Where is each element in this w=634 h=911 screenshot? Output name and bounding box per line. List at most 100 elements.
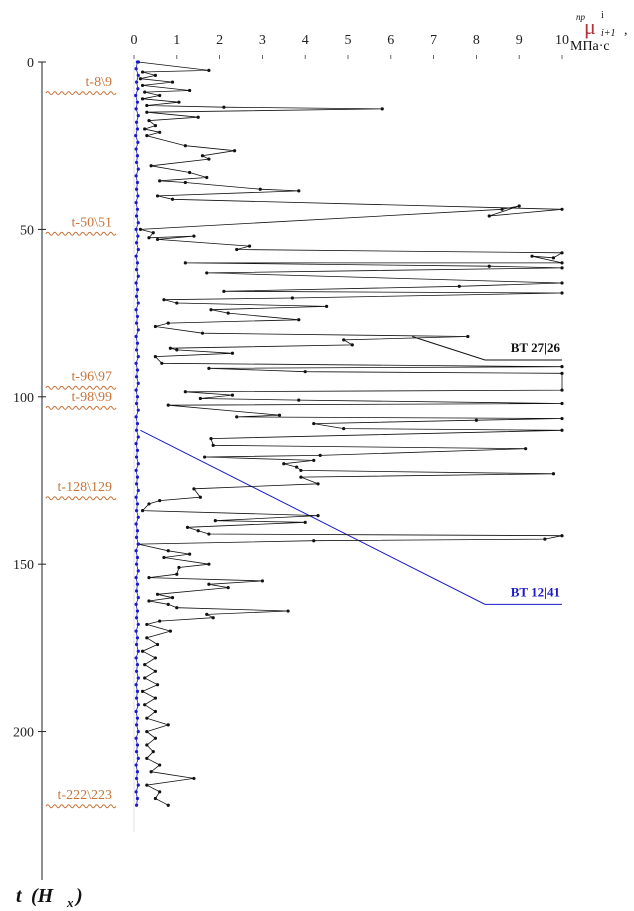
data-point (135, 475, 140, 479)
data-point (500, 207, 504, 211)
data-point (145, 636, 149, 640)
data-point (258, 187, 262, 191)
y-title-sub: (H (31, 885, 55, 907)
data-point (134, 589, 139, 593)
data-point (153, 73, 157, 77)
data-point (560, 534, 564, 538)
data-point (299, 468, 303, 473)
data-point (134, 321, 139, 325)
data-point (135, 743, 140, 747)
data-point (230, 393, 235, 397)
data-point (560, 365, 564, 369)
data-point (136, 140, 140, 144)
data-point (153, 796, 157, 801)
data-point (136, 408, 140, 412)
x-tick-label: 1 (173, 33, 180, 48)
event-label: t-128\129 (58, 480, 112, 495)
data-point (136, 596, 140, 600)
data-point (135, 796, 140, 801)
event-marker (45, 91, 117, 96)
data-point (147, 118, 151, 123)
y-axis-title: t (H x ) (16, 885, 83, 910)
data-point (213, 519, 217, 523)
data-point (143, 90, 147, 94)
data-point (153, 696, 157, 700)
data-point (170, 596, 175, 600)
data-point (235, 415, 239, 419)
data-point (135, 127, 140, 131)
data-point (145, 134, 149, 138)
data-point (134, 803, 139, 807)
event-label: t-222\223 (58, 788, 112, 803)
data-point (153, 124, 157, 128)
callout-line (140, 429, 562, 605)
y-title-main: t (16, 885, 23, 907)
data-point (134, 241, 139, 245)
data-point (135, 314, 140, 319)
data-point (135, 609, 140, 613)
data-point (134, 709, 138, 714)
data-point (560, 416, 564, 421)
data-point (551, 256, 556, 260)
data-point (175, 301, 179, 305)
data-point (286, 609, 290, 613)
callout-label: BT 12|41 (511, 584, 560, 599)
data-point (136, 87, 140, 91)
data-point (183, 180, 187, 185)
data-point (135, 689, 140, 693)
data-point (158, 130, 162, 134)
data-point (134, 750, 139, 754)
data-point (134, 107, 138, 111)
data-point (222, 105, 226, 109)
data-point (135, 261, 140, 265)
x-label-subscript: i+1 (601, 28, 616, 39)
data-point (147, 599, 151, 603)
data-point (487, 214, 491, 218)
data-point (136, 676, 140, 680)
data-point (200, 331, 205, 335)
data-point (136, 234, 140, 238)
data-point (134, 348, 139, 352)
data-point (134, 642, 139, 647)
event-marker (45, 496, 117, 501)
data-point (136, 488, 140, 493)
data-point (560, 388, 564, 392)
data-point (560, 428, 564, 432)
data-point (134, 227, 138, 231)
data-point (134, 147, 138, 151)
data-point (203, 455, 207, 459)
data-point (138, 227, 143, 231)
data-point (560, 251, 564, 255)
data-point (134, 482, 139, 486)
data-point (175, 572, 179, 576)
data-point (136, 167, 140, 171)
y-title-index: x (66, 895, 74, 910)
data-point (207, 68, 211, 72)
data-point (136, 301, 140, 305)
y-tick-label: 100 (13, 391, 34, 406)
data-point (134, 562, 139, 566)
data-point (175, 606, 179, 610)
data-point (560, 207, 564, 211)
data-point (168, 629, 172, 633)
chart-labels: 0 50 100 150 200 0 1 2 3 4 5 6 7 8 9 10 t-8\9 t-50\51 t-96… (13, 33, 569, 809)
data-point (134, 361, 138, 365)
x-label-sup-left: пр (576, 12, 586, 22)
data-point (232, 149, 237, 153)
data-point (134, 201, 138, 205)
data-point (226, 311, 230, 315)
data-point (153, 709, 157, 714)
callout-label: BT 27|26 (511, 340, 561, 355)
data-point (560, 261, 564, 265)
data-point (151, 750, 155, 754)
data-point (140, 509, 145, 513)
data-point (517, 204, 521, 208)
event-marker (45, 231, 117, 236)
data-point (134, 575, 138, 580)
data-point (342, 426, 346, 431)
data-point (560, 291, 564, 295)
data-point (211, 443, 215, 447)
event-marker (45, 385, 117, 390)
event-label: t-96\97 (72, 370, 112, 385)
